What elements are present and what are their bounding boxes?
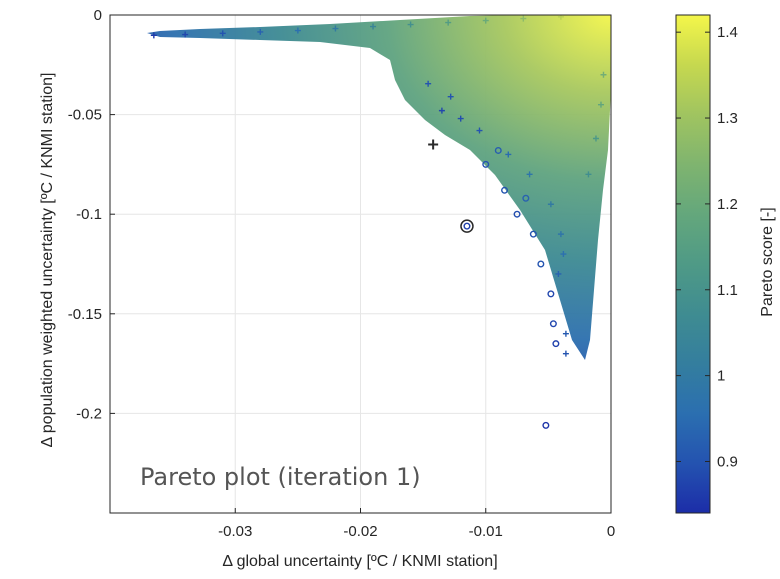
colorbar xyxy=(675,14,711,514)
plus-point xyxy=(445,19,452,26)
colorbar-label: Pareto score [-] xyxy=(759,207,776,316)
plus-point xyxy=(150,32,157,39)
y-tick-label: -0.05 xyxy=(68,107,102,124)
plus-point xyxy=(457,115,464,122)
plus-point xyxy=(257,28,264,35)
y-axis-label: Δ population weighted uncertainty [ºC / … xyxy=(39,73,56,448)
x-tick-label: -0.01 xyxy=(469,523,503,540)
colorbar-tick-label: 1.3 xyxy=(717,110,738,127)
plus-point xyxy=(557,15,564,20)
plus-point xyxy=(219,30,226,37)
scatter-points xyxy=(150,15,607,429)
colorbar-ticks: 0.9 1 1.1 1.2 1.3 1.4 xyxy=(676,24,738,470)
plus-point xyxy=(585,171,592,178)
circle-point xyxy=(552,340,560,348)
y-tick-label: -0.2 xyxy=(76,405,102,422)
circle-point xyxy=(482,160,490,168)
colorbar-tick-label: 1.4 xyxy=(717,24,738,41)
point-cloud xyxy=(147,15,611,360)
plus-point xyxy=(555,270,562,277)
plus-point xyxy=(557,231,564,238)
plus-point xyxy=(332,25,339,32)
highlighted-circle xyxy=(460,219,474,233)
circle-point xyxy=(494,146,502,154)
colorbar-tick-label: 1 xyxy=(717,368,725,385)
plus-point xyxy=(447,93,454,100)
plus-point xyxy=(562,350,569,357)
plus-point xyxy=(547,201,554,208)
circle-point xyxy=(542,421,550,429)
plus-point xyxy=(294,27,301,34)
plus-point xyxy=(505,151,512,158)
colorbar-tick-label: 1.2 xyxy=(717,196,738,213)
axes: -0.03 -0.02 -0.01 0 0 -0.05 -0.1 -0.15 -0.2 xyxy=(68,7,615,540)
circle-point xyxy=(537,260,545,268)
circle-point xyxy=(513,210,521,218)
plus-point xyxy=(428,139,439,150)
circle-point xyxy=(549,320,557,328)
circle-point xyxy=(522,194,530,202)
plus-point xyxy=(482,17,489,24)
circle-point xyxy=(529,230,537,238)
plus-point xyxy=(476,127,483,134)
plus-point xyxy=(526,171,533,178)
plus-point xyxy=(370,23,377,30)
plus-point xyxy=(407,21,414,28)
plus-point xyxy=(560,251,567,258)
y-tick-label: -0.15 xyxy=(68,306,102,323)
plus-point xyxy=(597,101,604,108)
plus-point xyxy=(520,15,527,22)
x-axis-label: Δ global uncertainty [ºC / KNMI station] xyxy=(222,553,497,570)
y-tick-label: -0.1 xyxy=(76,206,102,223)
plus-point xyxy=(182,31,189,38)
plus-point xyxy=(425,80,432,87)
chart-title: Pareto plot (iteration 1) xyxy=(140,463,421,491)
circle-point xyxy=(463,222,471,230)
plus-point xyxy=(562,330,569,337)
plus-point xyxy=(600,71,607,78)
x-tick-label: -0.02 xyxy=(343,523,377,540)
plus-point xyxy=(592,135,599,142)
circle-point xyxy=(501,186,509,194)
y-tick-label: 0 xyxy=(94,7,102,24)
x-tick-label: -0.03 xyxy=(218,523,252,540)
colorbar-tick-label: 1.1 xyxy=(717,282,738,299)
colorbar-tick-label: 0.9 xyxy=(717,453,738,470)
circle-point xyxy=(547,290,555,298)
x-tick-label: 0 xyxy=(607,523,615,540)
plus-point xyxy=(438,107,445,114)
